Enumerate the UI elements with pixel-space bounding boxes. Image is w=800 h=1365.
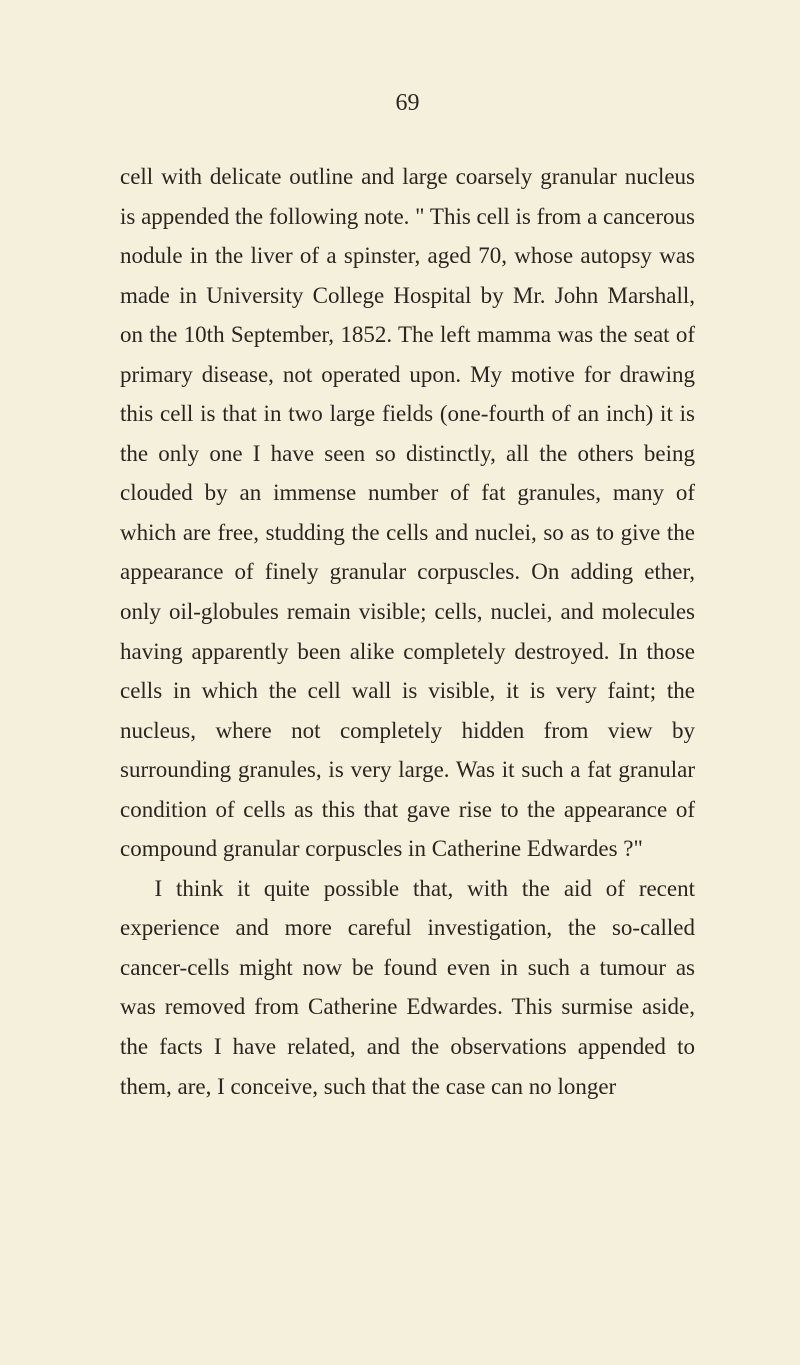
page-number: 69 xyxy=(120,90,695,117)
document-page: 69 cell with delicate outline and large … xyxy=(0,0,800,1186)
body-text-container: cell with delicate outline and large coa… xyxy=(120,157,695,1106)
paragraph-1: cell with delicate outline and large coa… xyxy=(120,157,695,869)
paragraph-2: I think it quite possible that, with the… xyxy=(120,869,695,1106)
